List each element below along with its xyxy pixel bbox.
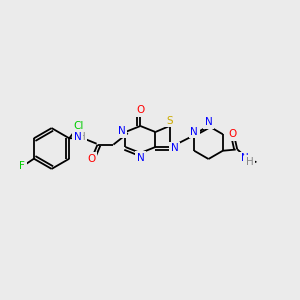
Text: N: N: [136, 153, 144, 163]
Text: O: O: [136, 105, 145, 115]
Text: N: N: [171, 143, 178, 153]
Text: O: O: [87, 154, 96, 164]
Text: N: N: [205, 117, 212, 128]
Text: Cl: Cl: [74, 121, 84, 131]
Text: H: H: [246, 157, 254, 166]
Text: N: N: [241, 153, 249, 163]
Text: O: O: [229, 129, 237, 139]
Text: N: N: [118, 126, 125, 136]
Text: H: H: [78, 132, 86, 142]
Text: N: N: [190, 127, 198, 137]
Text: S: S: [167, 116, 173, 126]
Text: N: N: [74, 132, 81, 142]
Text: F: F: [19, 161, 25, 171]
